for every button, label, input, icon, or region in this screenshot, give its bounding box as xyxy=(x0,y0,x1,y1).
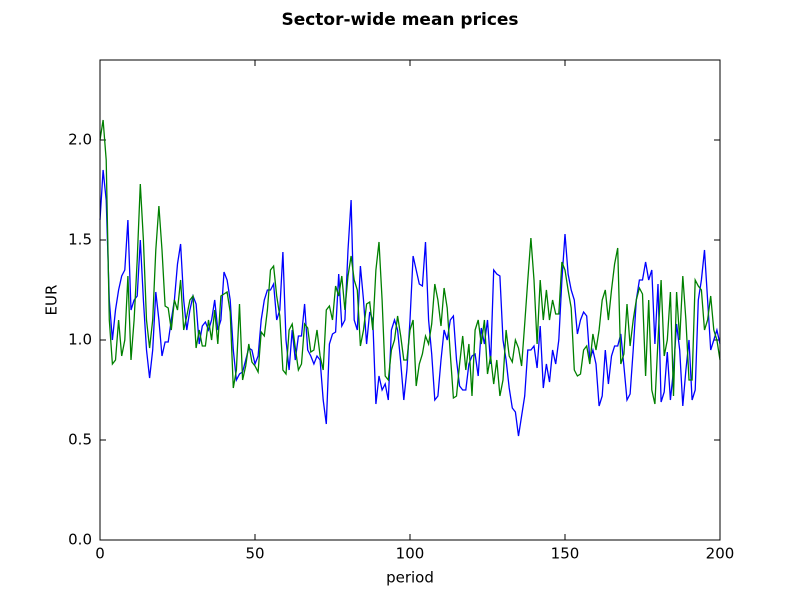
y-tick-label: 1.0 xyxy=(68,331,92,349)
series-line xyxy=(99,119,721,405)
x-tick-label: 200 xyxy=(706,545,735,563)
x-axis-label: period xyxy=(386,569,434,587)
x-tick-label: 50 xyxy=(245,545,264,563)
y-axis-label: EUR xyxy=(43,285,61,316)
y-tick-label: 0.0 xyxy=(68,531,92,549)
y-tick-label: 2.0 xyxy=(68,131,92,149)
series-line xyxy=(99,169,721,437)
x-tick-label: 100 xyxy=(396,545,425,563)
x-tick-label: 150 xyxy=(551,545,580,563)
y-tick-label: 1.5 xyxy=(68,231,92,249)
y-tick-label: 0.5 xyxy=(68,431,92,449)
x-tick-label: 0 xyxy=(95,545,105,563)
chart-title: Sector-wide mean prices xyxy=(281,10,518,30)
plot-frame xyxy=(99,59,721,541)
